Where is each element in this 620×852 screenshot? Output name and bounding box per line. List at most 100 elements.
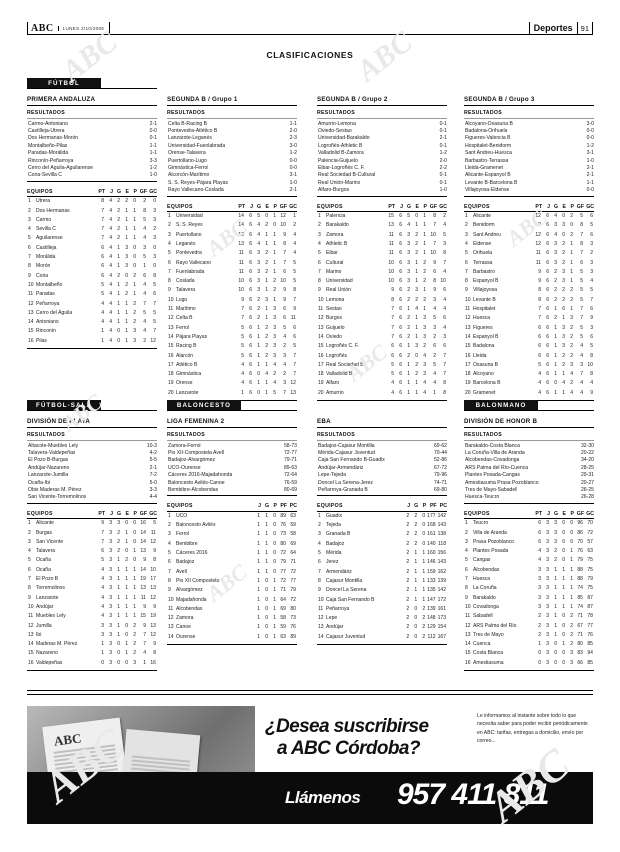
table-row[interactable]: 3 Carmo 7 4 2 1 1 5 3 [27, 216, 157, 225]
table-row[interactable]: 17 Osasuna B 5 6 1 2 3 3 10 [464, 361, 594, 370]
table-row[interactable]: 7 Avell 1 1 0 77 72 [167, 568, 297, 577]
table-row[interactable]: 16 Logroñés 6 6 2 0 4 2 7 [317, 352, 447, 361]
table-row[interactable]: 7 Huesca 3 3 1 1 1 88 79 [464, 575, 594, 584]
table-row[interactable]: 6 Badajoz 1 1 0 79 71 [167, 558, 297, 567]
table-row[interactable]: 20 Amurrio 4 6 1 1 4 1 8 [317, 389, 447, 398]
table-row[interactable]: 15 Costa Blanca 0 3 0 0 3 83 94 [464, 649, 594, 658]
table-row[interactable]: 9 Barakaldo 3 3 1 1 1 85 87 [464, 594, 594, 603]
table-row[interactable]: 10 Montalbeño 5 4 1 2 1 4 5 [27, 281, 157, 290]
table-row[interactable]: 19 Orense 4 6 1 1 4 3 12 [167, 379, 297, 388]
table-row[interactable]: 1 Universidad 14 6 5 0 1 12 1 [167, 212, 297, 222]
table-row[interactable]: 5 Ocaña 5 3 1 2 0 9 8 [27, 556, 157, 565]
table-row[interactable]: 1 Alicante 12 6 4 0 2 5 6 [464, 212, 594, 222]
table-row[interactable]: 2 Burgas 7 3 2 1 0 14 11 [27, 529, 157, 538]
table-row[interactable]: 11 Peñarroya 2 0 2 139 161 [317, 605, 447, 614]
table-row[interactable]: 7 Armendáriz 2 1 1 159 162 [317, 568, 447, 577]
table-row[interactable]: 7 Morálida 6 4 1 3 0 5 3 [27, 253, 157, 262]
table-row[interactable]: 9 Real Unión 9 6 2 3 1 9 6 [317, 286, 447, 295]
table-row[interactable]: 8 Coslada 10 6 3 1 2 10 5 [167, 277, 297, 286]
table-row[interactable]: 12 Jumilla 3 3 1 0 2 9 13 [27, 622, 157, 631]
table-row[interactable]: 16 Valdepeñas 0 3 0 0 3 1 16 [27, 659, 157, 668]
table-row[interactable]: 2 Barakaldo 13 6 4 1 1 7 4 [317, 221, 447, 230]
table-row[interactable]: 11 Alcobendas 1 0 1 69 80 [167, 605, 297, 614]
table-row[interactable]: 8 La Coruña 3 3 1 1 1 74 75 [464, 584, 594, 593]
table-row[interactable]: 1 Guadix 2 2 0 177 142 [317, 511, 447, 521]
table-row[interactable]: 5 Orihuela 11 6 3 2 1 7 2 [464, 249, 594, 258]
table-row[interactable]: 12 ARS Palma del Río 2 3 1 0 2 67 77 [464, 622, 594, 631]
table-row[interactable]: 7 Marino 10 6 3 1 2 6 4 [317, 268, 447, 277]
table-row[interactable]: 2 S. S. Reyes 14 6 4 2 0 10 2 [167, 221, 297, 230]
table-row[interactable]: 9 Alvargómez 1 0 1 71 79 [167, 586, 297, 595]
table-row[interactable]: 13 Ibi 3 3 1 0 2 7 12 [27, 631, 157, 640]
table-row[interactable]: 8 Torremolinos 4 3 1 1 1 13 13 [27, 584, 157, 593]
table-row[interactable]: 10 Majadahonda 1 0 1 64 72 [167, 596, 297, 605]
table-row[interactable]: 15 Badalona 6 6 1 3 2 4 5 [464, 342, 594, 351]
table-row[interactable]: 9 Doncel La Serena 2 1 1 135 142 [317, 586, 447, 595]
table-row[interactable]: 9 Villajoyosa 8 6 2 2 2 5 5 [464, 286, 594, 295]
table-row[interactable]: 12 Celta B 7 6 2 1 3 6 11 [167, 314, 297, 323]
table-row[interactable]: 13 Figueres 6 6 1 3 2 5 3 [464, 324, 594, 333]
table-row[interactable]: 4 Plantes Posada 4 3 2 0 1 76 63 [464, 547, 594, 556]
table-row[interactable]: 14 Cuenca 1 3 0 1 2 80 85 [464, 640, 594, 649]
table-row[interactable]: 13 Guijuelo 7 6 2 1 3 3 4 [317, 324, 447, 333]
table-row[interactable]: 6 Terrassa 11 6 3 2 1 6 3 [464, 259, 594, 268]
table-row[interactable]: 4 Bembibre 1 1 0 80 69 [167, 540, 297, 549]
table-row[interactable]: 2 Villa de Aranda 6 3 3 0 0 86 72 [464, 529, 594, 538]
table-row[interactable]: 5 Cáceres 2016 1 1 0 72 64 [167, 549, 297, 558]
table-row[interactable]: 12 Peñarroya 4 4 1 1 2 7 7 [27, 300, 157, 309]
table-row[interactable]: 3 Sant Andreu 12 6 4 0 2 7 6 [464, 231, 594, 240]
table-row[interactable]: 5 Aguilarense 7 4 2 1 1 4 3 [27, 234, 157, 243]
table-row[interactable]: 13 Andújar 2 0 2 129 154 [317, 623, 447, 632]
table-row[interactable]: 6 Rayo Vallecano 11 6 3 2 1 7 5 [167, 259, 297, 268]
table-row[interactable]: 19 Alfaro 4 6 1 1 4 4 8 [317, 379, 447, 388]
table-row[interactable]: 6 Ocaña 4 3 1 1 1 14 10 [27, 566, 157, 575]
table-row[interactable]: 8 Universidad 10 6 3 1 2 8 10 [317, 277, 447, 286]
table-row[interactable]: 15 Rinconín 1 4 0 1 3 4 7 [27, 327, 157, 336]
table-row[interactable]: 4 Badajoz 2 2 0 140 118 [317, 540, 447, 549]
table-row[interactable]: 3 Prasa Pozoblanco 6 3 3 0 0 70 57 [464, 538, 594, 547]
table-row[interactable]: 18 Gimnástica 4 6 0 4 2 2 7 [167, 370, 297, 379]
table-row[interactable]: 8 Pio XII Compostela 1 0 1 72 77 [167, 577, 297, 586]
table-row[interactable]: 7 Barbastro 9 6 2 3 1 5 3 [464, 268, 594, 277]
table-row[interactable]: 3 Puertollano 13 6 4 1 1 9 4 [167, 231, 297, 240]
table-row[interactable]: 12 Zamora 1 0 1 58 73 [167, 614, 297, 623]
table-row[interactable]: 3 Ferrol 1 1 0 73 58 [167, 530, 297, 539]
table-row[interactable]: 10 Caja San Fernando B 2 1 1 147 172 [317, 596, 447, 605]
table-row[interactable]: 12 Huesca 7 6 2 1 3 7 9 [464, 314, 594, 323]
table-row[interactable]: 1 Utrera 8 4 2 2 0 2 0 [27, 197, 157, 207]
table-row[interactable]: 9 Lanzarote 4 3 1 1 1 11 12 [27, 594, 157, 603]
table-row[interactable]: 15 Nazareno 1 3 0 1 2 4 8 [27, 649, 157, 658]
table-row[interactable]: 16 Amestiasuma 0 3 0 0 3 66 85 [464, 659, 594, 668]
table-row[interactable]: 1 UCO 1 1 0 89 63 [167, 511, 297, 521]
table-row[interactable]: 3 Granada B 2 2 0 161 138 [317, 530, 447, 539]
table-row[interactable]: 5 Pontevedra 11 6 3 2 1 7 4 [167, 249, 297, 258]
table-row[interactable]: 4 Talavera 6 3 2 0 1 13 9 [27, 547, 157, 556]
advertisement[interactable]: ABC ¿Desea suscribirse a ABC Córdoba? Le… [27, 706, 593, 824]
table-row[interactable]: 16 Pilas 1 4 0 1 3 2 12 [27, 337, 157, 346]
table-row[interactable]: 14 Ourense 1 0 1 63 89 [167, 633, 297, 642]
table-row[interactable]: 5 Cangas 4 3 2 0 1 79 75 [464, 556, 594, 565]
table-row[interactable]: 6 Castilleja 6 4 1 3 0 3 0 [27, 244, 157, 253]
table-row[interactable]: 3 San Vicente 7 3 2 1 0 14 12 [27, 538, 157, 547]
table-row[interactable]: 10 Lemona 8 6 2 2 2 3 4 [317, 296, 447, 305]
table-row[interactable]: 2 Dos Hermanas 7 4 2 1 1 8 3 [27, 207, 157, 216]
table-row[interactable]: 16 Lleida 6 6 1 2 2 4 8 [464, 352, 594, 361]
table-row[interactable]: 2 Tejeda 2 2 0 168 143 [317, 521, 447, 530]
table-row[interactable]: 11 Sestao 7 6 1 4 1 4 4 [317, 305, 447, 314]
table-row[interactable]: 20 Lanzarote 1 6 0 1 5 7 13 [167, 389, 297, 398]
table-row[interactable]: 8 Morón 6 4 1 3 0 1 0 [27, 262, 157, 271]
table-row[interactable]: 2 Baloncesto Avilés 1 1 0 76 59 [167, 521, 297, 530]
table-row[interactable]: 4 Eldense 12 6 3 2 1 8 3 [464, 240, 594, 249]
table-row[interactable]: 14 Maderas M. Pérez 1 3 0 1 2 7 9 [27, 640, 157, 649]
table-row[interactable]: 11 Sabadell 2 3 1 0 2 71 78 [464, 612, 594, 621]
table-row[interactable]: 5 Mérida 2 1 1 160 156 [317, 549, 447, 558]
table-row[interactable]: 8 Cajasur Montilla 2 1 1 133 139 [317, 577, 447, 586]
table-row[interactable]: 11 Marítimo 7 6 2 1 3 6 9 [167, 305, 297, 314]
table-row[interactable]: 6 Alcobendas 3 3 1 1 1 88 75 [464, 566, 594, 575]
